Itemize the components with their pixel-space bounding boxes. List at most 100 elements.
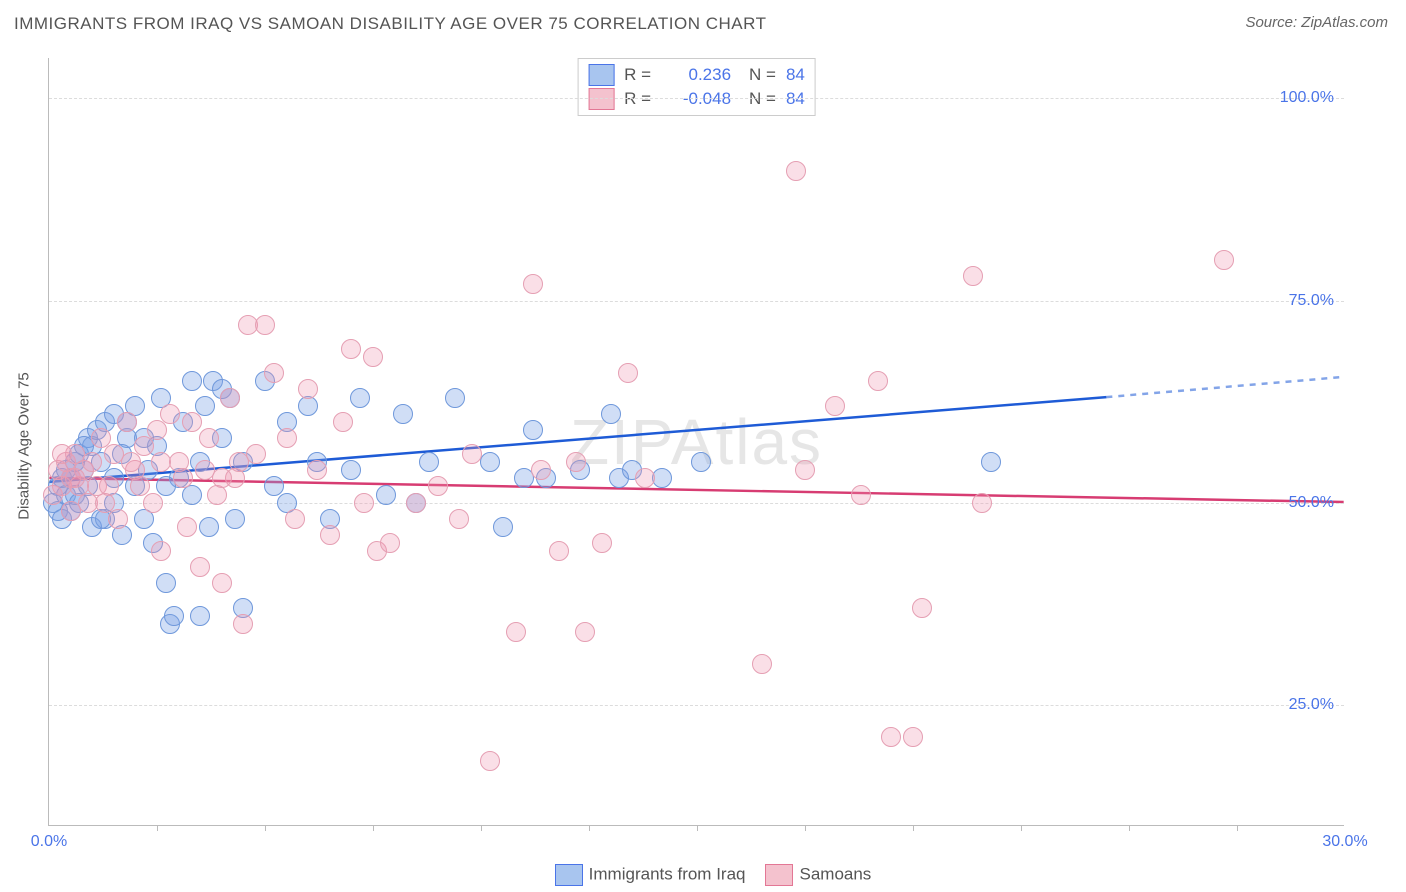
plot-area: ZIPAtlas R =0.236N =84R =-0.048N =84 25.… <box>48 58 1344 826</box>
scatter-point-samoan <box>151 452 171 472</box>
scatter-point-samoan <box>117 412 137 432</box>
x-tick-mark <box>913 825 914 831</box>
scatter-point-samoan <box>147 420 167 440</box>
scatter-point-samoan <box>903 727 923 747</box>
scatter-point-samoan <box>130 476 150 496</box>
scatter-point-samoan <box>592 533 612 553</box>
scatter-point-iraq <box>350 388 370 408</box>
scatter-point-samoan <box>868 371 888 391</box>
source-attribution: Source: ZipAtlas.com <box>1245 14 1388 31</box>
x-tick-mark <box>157 825 158 831</box>
scatter-point-iraq <box>225 509 245 529</box>
legend-r-label: R = <box>624 63 651 87</box>
legend-correlation-box: R =0.236N =84R =-0.048N =84 <box>577 58 816 116</box>
scatter-point-iraq <box>376 485 396 505</box>
scatter-point-iraq <box>419 452 439 472</box>
scatter-point-iraq <box>156 573 176 593</box>
scatter-point-samoan <box>177 517 197 537</box>
y-axis-label: Disability Age Over 75 <box>16 372 33 520</box>
chart-container: IMMIGRANTS FROM IRAQ VS SAMOAN DISABILIT… <box>0 0 1406 892</box>
scatter-point-samoan <box>212 573 232 593</box>
scatter-point-samoan <box>363 347 383 367</box>
x-tick-mark <box>805 825 806 831</box>
scatter-point-samoan <box>618 363 638 383</box>
scatter-point-iraq <box>195 396 215 416</box>
x-tick-mark <box>1129 825 1130 831</box>
y-tick-label: 25.0% <box>1289 696 1334 714</box>
scatter-point-samoan <box>285 509 305 529</box>
x-tick-label: 30.0% <box>1322 833 1367 851</box>
legend-n-label: N = <box>749 63 776 87</box>
x-tick-mark <box>589 825 590 831</box>
scatter-point-samoan <box>506 622 526 642</box>
legend-bottom-label-iraq: Immigrants from Iraq <box>589 864 746 883</box>
scatter-point-samoan <box>786 161 806 181</box>
scatter-point-samoan <box>220 388 240 408</box>
legend-row-iraq: R = 0.236 N = 84 <box>588 63 805 87</box>
x-tick-mark <box>481 825 482 831</box>
scatter-point-samoan <box>264 363 284 383</box>
scatter-point-samoan <box>199 428 219 448</box>
scatter-point-samoan <box>333 412 353 432</box>
scatter-point-samoan <box>298 379 318 399</box>
scatter-point-iraq <box>393 404 413 424</box>
legend-swatch-iraq <box>588 64 614 86</box>
scatter-point-iraq <box>199 517 219 537</box>
scatter-point-samoan <box>233 614 253 634</box>
scatter-point-samoan <box>354 493 374 513</box>
scatter-point-iraq <box>164 606 184 626</box>
x-tick-mark <box>697 825 698 831</box>
scatter-point-iraq <box>652 468 672 488</box>
chart-title: IMMIGRANTS FROM IRAQ VS SAMOAN DISABILIT… <box>14 14 766 34</box>
legend-bottom-swatch-samoan <box>765 864 793 886</box>
scatter-point-samoan <box>406 493 426 513</box>
scatter-point-iraq <box>691 452 711 472</box>
scatter-point-samoan <box>825 396 845 416</box>
scatter-point-iraq <box>264 476 284 496</box>
legend-bottom-swatch-iraq <box>555 864 583 886</box>
scatter-point-iraq <box>182 371 202 391</box>
x-tick-mark <box>265 825 266 831</box>
scatter-point-samoan <box>523 274 543 294</box>
scatter-point-samoan <box>320 525 340 545</box>
scatter-point-iraq <box>601 404 621 424</box>
y-tick-label: 100.0% <box>1280 89 1334 107</box>
scatter-point-samoan <box>1214 250 1234 270</box>
legend-bottom: Immigrants from IraqSamoans <box>0 864 1406 886</box>
scatter-point-samoan <box>151 541 171 561</box>
scatter-point-iraq <box>480 452 500 472</box>
scatter-point-samoan <box>449 509 469 529</box>
scatter-point-samoan <box>341 339 361 359</box>
x-tick-mark <box>1021 825 1022 831</box>
legend-n-value: 84 <box>786 63 805 87</box>
scatter-point-samoan <box>795 460 815 480</box>
scatter-point-iraq <box>341 460 361 480</box>
trend-line-iraq-dashed <box>1106 377 1343 397</box>
scatter-point-samoan <box>143 493 163 513</box>
scatter-point-samoan <box>635 468 655 488</box>
scatter-point-samoan <box>277 428 297 448</box>
scatter-point-iraq <box>523 420 543 440</box>
scatter-point-samoan <box>380 533 400 553</box>
scatter-point-samoan <box>307 460 327 480</box>
scatter-point-samoan <box>963 266 983 286</box>
scatter-point-samoan <box>480 751 500 771</box>
scatter-point-samoan <box>190 557 210 577</box>
scatter-point-samoan <box>246 444 266 464</box>
gridline-h <box>49 301 1344 302</box>
trend-lines <box>49 58 1344 825</box>
scatter-point-samoan <box>108 509 128 529</box>
y-tick-label: 75.0% <box>1289 292 1334 310</box>
x-tick-mark <box>373 825 374 831</box>
scatter-point-samoan <box>428 476 448 496</box>
scatter-point-samoan <box>52 444 72 464</box>
scatter-point-samoan <box>182 412 202 432</box>
scatter-point-samoan <box>972 493 992 513</box>
legend-r-value: 0.236 <box>661 63 731 87</box>
scatter-point-samoan <box>881 727 901 747</box>
scatter-point-samoan <box>160 404 180 424</box>
scatter-point-iraq <box>493 517 513 537</box>
x-tick-mark <box>1237 825 1238 831</box>
scatter-point-samoan <box>752 654 772 674</box>
scatter-point-samoan <box>549 541 569 561</box>
